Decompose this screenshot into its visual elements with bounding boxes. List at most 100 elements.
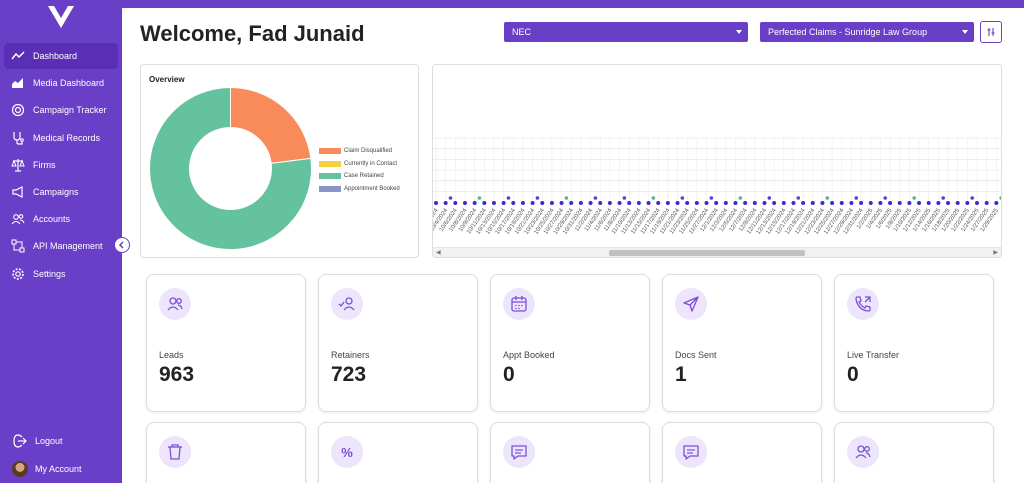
data-point[interactable]: [617, 201, 622, 205]
data-point[interactable]: [472, 201, 477, 205]
data-point[interactable]: [530, 201, 535, 205]
data-point[interactable]: [907, 201, 912, 205]
data-point[interactable]: [636, 201, 641, 205]
data-point[interactable]: [849, 201, 854, 205]
firm-select[interactable]: Perfected Claims - Sunridge Law Group: [760, 22, 974, 42]
kpi-card-disqualified[interactable]: [146, 422, 306, 483]
data-point[interactable]: [926, 201, 931, 205]
data-point[interactable]: [453, 201, 458, 205]
kpi-card-messages-2[interactable]: [662, 422, 822, 483]
kpi-card-percentage[interactable]: %: [318, 422, 478, 483]
timeline-scrollbar[interactable]: ◀ ▶: [433, 247, 1001, 257]
data-point[interactable]: [868, 201, 873, 205]
sidebar-item-api-management[interactable]: API Management: [4, 233, 118, 259]
data-point[interactable]: [854, 196, 859, 200]
data-point[interactable]: [593, 196, 598, 200]
data-point[interactable]: [646, 201, 651, 205]
data-point[interactable]: [462, 201, 467, 205]
data-point[interactable]: [709, 196, 714, 200]
data-point[interactable]: [984, 201, 989, 205]
data-point[interactable]: [975, 201, 980, 205]
data-point[interactable]: [704, 201, 709, 205]
data-point[interactable]: [588, 201, 593, 205]
legend-item[interactable]: Currently in Contact: [319, 158, 400, 171]
data-point[interactable]: [549, 201, 554, 205]
data-point[interactable]: [680, 196, 685, 200]
data-point[interactable]: [434, 201, 438, 205]
filter-button[interactable]: [980, 21, 1002, 43]
legend-item[interactable]: Case Retained: [319, 170, 400, 183]
data-point[interactable]: [506, 196, 511, 200]
data-point[interactable]: [491, 201, 496, 205]
data-point[interactable]: [477, 196, 482, 200]
sidebar-collapse-button[interactable]: [114, 237, 130, 253]
kpi-card-appt-booked[interactable]: Appt Booked 0: [490, 274, 650, 412]
data-point[interactable]: [598, 201, 603, 205]
sidebar-item-dashboard[interactable]: Dashboard: [4, 43, 118, 69]
data-point[interactable]: [830, 201, 835, 205]
sidebar-item-campaigns[interactable]: Campaigns: [4, 179, 118, 205]
data-point[interactable]: [723, 201, 728, 205]
scroll-right-icon[interactable]: ▶: [993, 250, 998, 256]
data-point[interactable]: [762, 201, 767, 205]
data-point[interactable]: [733, 201, 738, 205]
data-point[interactable]: [448, 196, 453, 200]
data-point[interactable]: [752, 201, 757, 205]
data-point[interactable]: [559, 201, 564, 205]
kpi-card-messages[interactable]: [490, 422, 650, 483]
data-point[interactable]: [912, 196, 917, 200]
data-point[interactable]: [878, 201, 883, 205]
data-point[interactable]: [694, 201, 699, 205]
data-point[interactable]: [781, 201, 786, 205]
data-point[interactable]: [665, 201, 670, 205]
data-point[interactable]: [897, 201, 902, 205]
data-point[interactable]: [883, 196, 888, 200]
data-point[interactable]: [738, 196, 743, 200]
data-point[interactable]: [888, 201, 893, 205]
data-point[interactable]: [946, 201, 951, 205]
data-point[interactable]: [917, 201, 922, 205]
data-point[interactable]: [501, 201, 506, 205]
data-point[interactable]: [970, 196, 974, 200]
scroll-thumb[interactable]: [609, 250, 805, 256]
nec-select[interactable]: NEC: [504, 22, 748, 42]
legend-item[interactable]: Claim Disqualified: [319, 145, 400, 158]
legend-item[interactable]: Appointment Booked: [319, 183, 400, 196]
data-point[interactable]: [810, 201, 815, 205]
sidebar-item-settings[interactable]: Settings: [4, 261, 118, 287]
data-point[interactable]: [825, 196, 830, 200]
data-point[interactable]: [955, 201, 960, 205]
kpi-card-retainers[interactable]: Retainers 723: [318, 274, 478, 412]
donut-slice-claim-disqualified[interactable]: [230, 86, 312, 164]
data-point[interactable]: [941, 196, 946, 200]
data-point[interactable]: [839, 201, 844, 205]
sidebar-item-accounts[interactable]: Accounts: [4, 206, 118, 232]
data-point[interactable]: [685, 201, 690, 205]
sidebar-item-medical-records[interactable]: Medical Records: [4, 125, 118, 151]
scroll-left-icon[interactable]: ◀: [436, 250, 441, 256]
data-point[interactable]: [482, 201, 487, 205]
data-point[interactable]: [520, 201, 525, 205]
donut-slice-case-retained[interactable]: [149, 86, 312, 250]
data-point[interactable]: [714, 201, 719, 205]
data-point[interactable]: [578, 201, 583, 205]
data-point[interactable]: [859, 201, 864, 205]
kpi-card-users[interactable]: [834, 422, 994, 483]
data-point[interactable]: [796, 196, 801, 200]
data-point[interactable]: [540, 201, 545, 205]
data-point[interactable]: [743, 201, 748, 205]
data-point[interactable]: [511, 201, 516, 205]
kpi-card-live-transfer[interactable]: Live Transfer 0: [834, 274, 994, 412]
data-point[interactable]: [772, 201, 777, 205]
data-point[interactable]: [569, 201, 574, 205]
data-point[interactable]: [535, 196, 540, 200]
kpi-card-leads[interactable]: Leads 963: [146, 274, 306, 412]
data-point[interactable]: [622, 196, 627, 200]
sidebar-item-media-dashboard[interactable]: Media Dashboard: [4, 70, 118, 96]
data-point[interactable]: [936, 201, 941, 205]
data-point[interactable]: [656, 201, 661, 205]
kpi-card-docs-sent[interactable]: Docs Sent 1: [662, 274, 822, 412]
my-account-button[interactable]: My Account: [0, 455, 122, 483]
data-point[interactable]: [767, 196, 772, 200]
data-point[interactable]: [564, 196, 569, 200]
